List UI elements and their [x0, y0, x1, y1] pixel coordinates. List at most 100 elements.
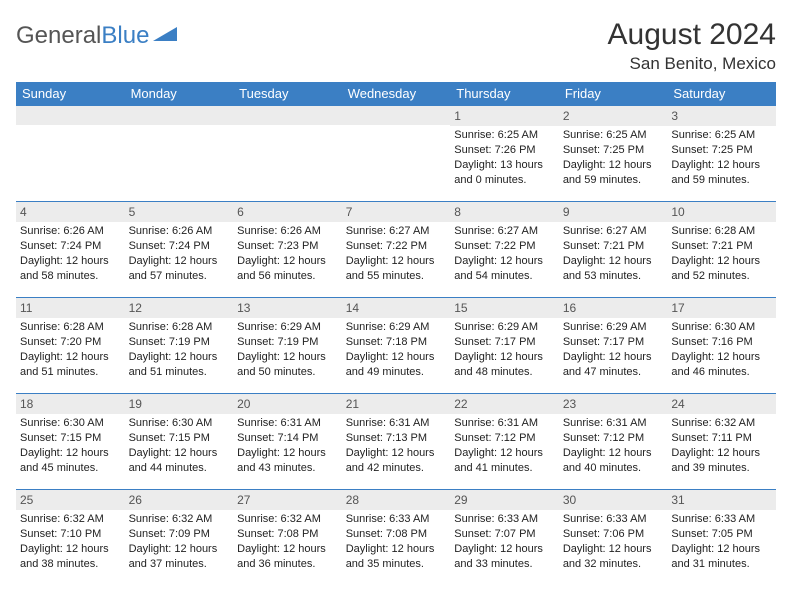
day-number: 12: [125, 298, 234, 318]
daylight-text: Daylight: 12 hours and 41 minutes.: [454, 446, 555, 476]
daylight-text: Daylight: 12 hours and 36 minutes.: [237, 542, 338, 572]
day-number: 9: [559, 202, 668, 222]
daylight-text: Daylight: 12 hours and 47 minutes.: [563, 350, 664, 380]
day-number: 14: [342, 298, 451, 318]
week-row: 11Sunrise: 6:28 AMSunset: 7:20 PMDayligh…: [16, 298, 776, 394]
sunrise-text: Sunrise: 6:32 AM: [129, 512, 230, 527]
sunset-text: Sunset: 7:21 PM: [563, 239, 664, 254]
day-number: 31: [667, 490, 776, 510]
sunrise-text: Sunrise: 6:25 AM: [454, 128, 555, 143]
daylight-text: Daylight: 12 hours and 45 minutes.: [20, 446, 121, 476]
week-row: 4Sunrise: 6:26 AMSunset: 7:24 PMDaylight…: [16, 202, 776, 298]
sunset-text: Sunset: 7:09 PM: [129, 527, 230, 542]
day-info: Sunrise: 6:25 AMSunset: 7:26 PMDaylight:…: [454, 128, 555, 187]
daylight-text: Daylight: 12 hours and 59 minutes.: [671, 158, 772, 188]
day-info: Sunrise: 6:29 AMSunset: 7:18 PMDaylight:…: [346, 320, 447, 379]
day-number: [125, 106, 234, 125]
daylight-text: Daylight: 12 hours and 39 minutes.: [671, 446, 772, 476]
sunrise-text: Sunrise: 6:26 AM: [129, 224, 230, 239]
week-row: 1Sunrise: 6:25 AMSunset: 7:26 PMDaylight…: [16, 106, 776, 202]
day-number: [342, 106, 451, 125]
sunrise-text: Sunrise: 6:31 AM: [563, 416, 664, 431]
location: San Benito, Mexico: [608, 54, 776, 74]
day-info: Sunrise: 6:28 AMSunset: 7:21 PMDaylight:…: [671, 224, 772, 283]
day-info: Sunrise: 6:31 AMSunset: 7:14 PMDaylight:…: [237, 416, 338, 475]
sunrise-text: Sunrise: 6:31 AM: [237, 416, 338, 431]
day-number: 20: [233, 394, 342, 414]
sunset-text: Sunset: 7:23 PM: [237, 239, 338, 254]
sunset-text: Sunset: 7:15 PM: [129, 431, 230, 446]
sunset-text: Sunset: 7:22 PM: [454, 239, 555, 254]
daylight-text: Daylight: 13 hours and 0 minutes.: [454, 158, 555, 188]
header: GeneralBlue August 2024 San Benito, Mexi…: [16, 18, 776, 74]
sunrise-text: Sunrise: 6:32 AM: [671, 416, 772, 431]
day-info: Sunrise: 6:30 AMSunset: 7:16 PMDaylight:…: [671, 320, 772, 379]
day-cell: 15Sunrise: 6:29 AMSunset: 7:17 PMDayligh…: [450, 298, 559, 394]
day-cell: 5Sunrise: 6:26 AMSunset: 7:24 PMDaylight…: [125, 202, 234, 298]
day-header: Tuesday: [233, 82, 342, 106]
day-info: Sunrise: 6:31 AMSunset: 7:12 PMDaylight:…: [563, 416, 664, 475]
day-info: Sunrise: 6:27 AMSunset: 7:21 PMDaylight:…: [563, 224, 664, 283]
day-number: 21: [342, 394, 451, 414]
daylight-text: Daylight: 12 hours and 57 minutes.: [129, 254, 230, 284]
day-info: Sunrise: 6:33 AMSunset: 7:07 PMDaylight:…: [454, 512, 555, 571]
day-number: 1: [450, 106, 559, 126]
daylight-text: Daylight: 12 hours and 44 minutes.: [129, 446, 230, 476]
day-cell: 3Sunrise: 6:25 AMSunset: 7:25 PMDaylight…: [667, 106, 776, 202]
sunrise-text: Sunrise: 6:29 AM: [563, 320, 664, 335]
logo: GeneralBlue: [16, 18, 179, 50]
daylight-text: Daylight: 12 hours and 56 minutes.: [237, 254, 338, 284]
day-number: 23: [559, 394, 668, 414]
day-header: Saturday: [667, 82, 776, 106]
sunset-text: Sunset: 7:10 PM: [20, 527, 121, 542]
day-number: 2: [559, 106, 668, 126]
day-info: Sunrise: 6:33 AMSunset: 7:08 PMDaylight:…: [346, 512, 447, 571]
sunset-text: Sunset: 7:16 PM: [671, 335, 772, 350]
day-info: Sunrise: 6:27 AMSunset: 7:22 PMDaylight:…: [454, 224, 555, 283]
day-number: 30: [559, 490, 668, 510]
day-cell: 7Sunrise: 6:27 AMSunset: 7:22 PMDaylight…: [342, 202, 451, 298]
daylight-text: Daylight: 12 hours and 54 minutes.: [454, 254, 555, 284]
daylight-text: Daylight: 12 hours and 43 minutes.: [237, 446, 338, 476]
day-header: Sunday: [16, 82, 125, 106]
week-row: 18Sunrise: 6:30 AMSunset: 7:15 PMDayligh…: [16, 394, 776, 490]
sunset-text: Sunset: 7:26 PM: [454, 143, 555, 158]
day-cell: 24Sunrise: 6:32 AMSunset: 7:11 PMDayligh…: [667, 394, 776, 490]
day-info: Sunrise: 6:31 AMSunset: 7:13 PMDaylight:…: [346, 416, 447, 475]
day-cell: 13Sunrise: 6:29 AMSunset: 7:19 PMDayligh…: [233, 298, 342, 394]
day-number: [16, 106, 125, 125]
day-info: Sunrise: 6:31 AMSunset: 7:12 PMDaylight:…: [454, 416, 555, 475]
sunrise-text: Sunrise: 6:33 AM: [671, 512, 772, 527]
day-info: Sunrise: 6:32 AMSunset: 7:11 PMDaylight:…: [671, 416, 772, 475]
sunset-text: Sunset: 7:12 PM: [563, 431, 664, 446]
sunset-text: Sunset: 7:14 PM: [237, 431, 338, 446]
sunset-text: Sunset: 7:12 PM: [454, 431, 555, 446]
sunrise-text: Sunrise: 6:26 AM: [237, 224, 338, 239]
day-number: 22: [450, 394, 559, 414]
day-info: Sunrise: 6:30 AMSunset: 7:15 PMDaylight:…: [129, 416, 230, 475]
sunrise-text: Sunrise: 6:30 AM: [671, 320, 772, 335]
day-cell: [16, 106, 125, 202]
day-cell: 26Sunrise: 6:32 AMSunset: 7:09 PMDayligh…: [125, 490, 234, 586]
daylight-text: Daylight: 12 hours and 38 minutes.: [20, 542, 121, 572]
day-cell: 27Sunrise: 6:32 AMSunset: 7:08 PMDayligh…: [233, 490, 342, 586]
day-info: Sunrise: 6:27 AMSunset: 7:22 PMDaylight:…: [346, 224, 447, 283]
day-cell: 23Sunrise: 6:31 AMSunset: 7:12 PMDayligh…: [559, 394, 668, 490]
sunset-text: Sunset: 7:05 PM: [671, 527, 772, 542]
day-number: 15: [450, 298, 559, 318]
day-header: Monday: [125, 82, 234, 106]
day-cell: 28Sunrise: 6:33 AMSunset: 7:08 PMDayligh…: [342, 490, 451, 586]
sunset-text: Sunset: 7:19 PM: [129, 335, 230, 350]
day-number: 26: [125, 490, 234, 510]
daylight-text: Daylight: 12 hours and 40 minutes.: [563, 446, 664, 476]
sunrise-text: Sunrise: 6:28 AM: [671, 224, 772, 239]
day-cell: 29Sunrise: 6:33 AMSunset: 7:07 PMDayligh…: [450, 490, 559, 586]
day-header: Friday: [559, 82, 668, 106]
day-number: 19: [125, 394, 234, 414]
sunset-text: Sunset: 7:19 PM: [237, 335, 338, 350]
day-info: Sunrise: 6:32 AMSunset: 7:10 PMDaylight:…: [20, 512, 121, 571]
day-cell: 25Sunrise: 6:32 AMSunset: 7:10 PMDayligh…: [16, 490, 125, 586]
day-info: Sunrise: 6:28 AMSunset: 7:20 PMDaylight:…: [20, 320, 121, 379]
day-cell: 10Sunrise: 6:28 AMSunset: 7:21 PMDayligh…: [667, 202, 776, 298]
daylight-text: Daylight: 12 hours and 31 minutes.: [671, 542, 772, 572]
